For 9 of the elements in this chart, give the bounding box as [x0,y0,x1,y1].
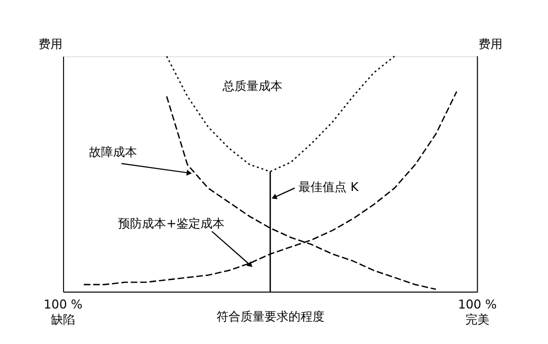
annotation: 预防成本+鉴定成本 [118,216,224,231]
y-axis-title: 费用 [38,37,62,52]
text: 100 % 缺陷 [44,298,83,327]
annotation: 故障成本 [88,145,137,160]
annotation: 最佳值点 K [298,180,360,194]
y2-axis-title: 费用 [478,36,503,51]
x-axis-title: 符合质量要求的程度 [216,309,325,324]
text: 100 % 完美 [458,298,497,327]
annotation: 总质量成本 [221,79,282,94]
